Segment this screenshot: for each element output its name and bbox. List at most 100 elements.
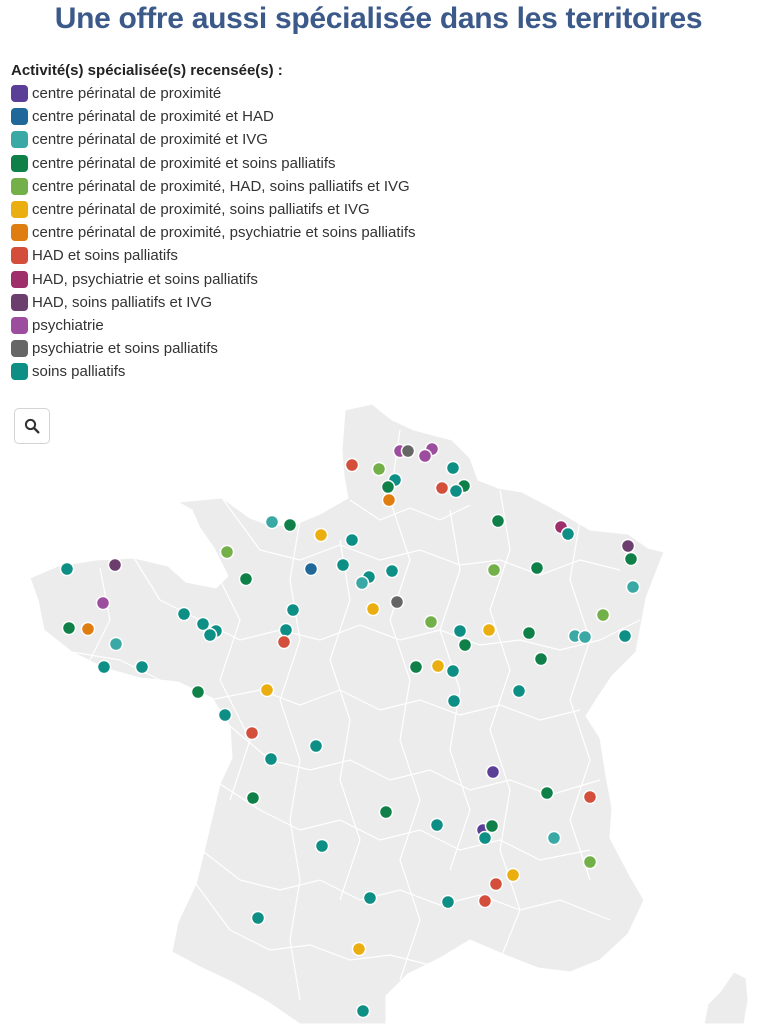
map-point[interactable]	[490, 513, 506, 529]
legend-label: centre périnatal de proximité et HAD	[32, 108, 274, 126]
map-point[interactable]	[244, 725, 260, 741]
map-point[interactable]	[176, 606, 192, 622]
map-point[interactable]	[250, 910, 266, 926]
map-point[interactable]	[625, 579, 641, 595]
map-point[interactable]	[533, 651, 549, 667]
map-point[interactable]	[282, 517, 298, 533]
legend-item: HAD, soins palliatifs et IVG	[11, 291, 751, 314]
map-point[interactable]	[314, 838, 330, 854]
map-point[interactable]	[354, 575, 370, 591]
legend-swatch	[11, 85, 28, 103]
map-point[interactable]	[245, 790, 261, 806]
map-point[interactable]	[440, 894, 456, 910]
map-point[interactable]	[308, 738, 324, 754]
map-point[interactable]	[529, 560, 545, 576]
map-point[interactable]	[488, 876, 504, 892]
map-point[interactable]	[417, 448, 433, 464]
map-point[interactable]	[303, 561, 319, 577]
legend-label: psychiatrie	[32, 316, 104, 334]
map-point[interactable]	[80, 621, 96, 637]
map-point[interactable]	[448, 483, 464, 499]
map-point[interactable]	[202, 627, 218, 643]
map-point[interactable]	[285, 602, 301, 618]
map-point[interactable]	[408, 659, 424, 675]
map-point[interactable]	[238, 571, 254, 587]
legend: Activité(s) spécialisée(s) recensée(s) :…	[11, 60, 751, 383]
map-point[interactable]	[511, 683, 527, 699]
zoom-search-button[interactable]	[14, 408, 50, 444]
map-point[interactable]	[362, 890, 378, 906]
map-point[interactable]	[190, 684, 206, 700]
france-map[interactable]	[0, 395, 757, 1024]
map-point[interactable]	[452, 623, 468, 639]
map-point[interactable]	[61, 620, 77, 636]
map-point[interactable]	[582, 854, 598, 870]
map-point[interactable]	[344, 532, 360, 548]
legend-swatch	[11, 293, 28, 311]
map-point[interactable]	[546, 830, 562, 846]
map-point[interactable]	[446, 693, 462, 709]
map-point[interactable]	[351, 941, 367, 957]
map-point[interactable]	[389, 594, 405, 610]
map-point[interactable]	[108, 636, 124, 652]
map-point[interactable]	[59, 561, 75, 577]
map-point[interactable]	[539, 785, 555, 801]
legend-item: soins palliatifs	[11, 360, 751, 383]
map-point[interactable]	[384, 563, 400, 579]
legend-label: HAD et soins palliatifs	[32, 247, 178, 265]
map-point[interactable]	[276, 634, 292, 650]
map-point[interactable]	[380, 479, 396, 495]
map-point[interactable]	[263, 751, 279, 767]
map-point[interactable]	[481, 622, 497, 638]
map-point[interactable]	[430, 658, 446, 674]
map-point[interactable]	[423, 614, 439, 630]
map-point[interactable]	[335, 557, 351, 573]
map-point[interactable]	[371, 461, 387, 477]
map-point[interactable]	[95, 595, 111, 611]
map-point[interactable]	[355, 1003, 371, 1019]
map-point[interactable]	[582, 789, 598, 805]
legend-swatch	[11, 108, 28, 126]
map-point[interactable]	[400, 443, 416, 459]
map-point[interactable]	[486, 562, 502, 578]
map-point[interactable]	[434, 480, 450, 496]
map-point[interactable]	[344, 457, 360, 473]
map-point[interactable]	[620, 538, 636, 554]
map-points	[59, 441, 641, 1019]
map-point[interactable]	[96, 659, 112, 675]
legend-swatch	[11, 340, 28, 358]
map-point[interactable]	[477, 893, 493, 909]
map-point[interactable]	[595, 607, 611, 623]
legend-label: centre périnatal de proximité	[32, 85, 222, 103]
map-point[interactable]	[505, 867, 521, 883]
map-point[interactable]	[521, 625, 537, 641]
page-title: Une offre aussi spécialisée dans les ter…	[54, 2, 703, 35]
map-point[interactable]	[381, 492, 397, 508]
map-point[interactable]	[219, 544, 235, 560]
map-point[interactable]	[107, 557, 123, 573]
map-point[interactable]	[623, 551, 639, 567]
map-point[interactable]	[484, 818, 500, 834]
map-point[interactable]	[195, 616, 211, 632]
map-point[interactable]	[445, 460, 461, 476]
legend-swatch	[11, 363, 28, 381]
map-point[interactable]	[278, 622, 294, 638]
map-point[interactable]	[429, 817, 445, 833]
map-point[interactable]	[259, 682, 275, 698]
map-point[interactable]	[617, 628, 633, 644]
map-point[interactable]	[378, 804, 394, 820]
map-point[interactable]	[445, 663, 461, 679]
legend-swatch	[11, 131, 28, 149]
map-point[interactable]	[457, 637, 473, 653]
map-point[interactable]	[365, 601, 381, 617]
map-point[interactable]	[134, 659, 150, 675]
map-point[interactable]	[577, 629, 593, 645]
map-point[interactable]	[217, 707, 233, 723]
map-point[interactable]	[485, 764, 501, 780]
legend-label: centre périnatal de proximité et soins p…	[32, 154, 336, 172]
map-point[interactable]	[313, 527, 329, 543]
map-point[interactable]	[560, 526, 576, 542]
legend-item: psychiatrie et soins palliatifs	[11, 337, 751, 360]
map-point[interactable]	[264, 514, 280, 530]
map-point[interactable]	[477, 830, 493, 846]
